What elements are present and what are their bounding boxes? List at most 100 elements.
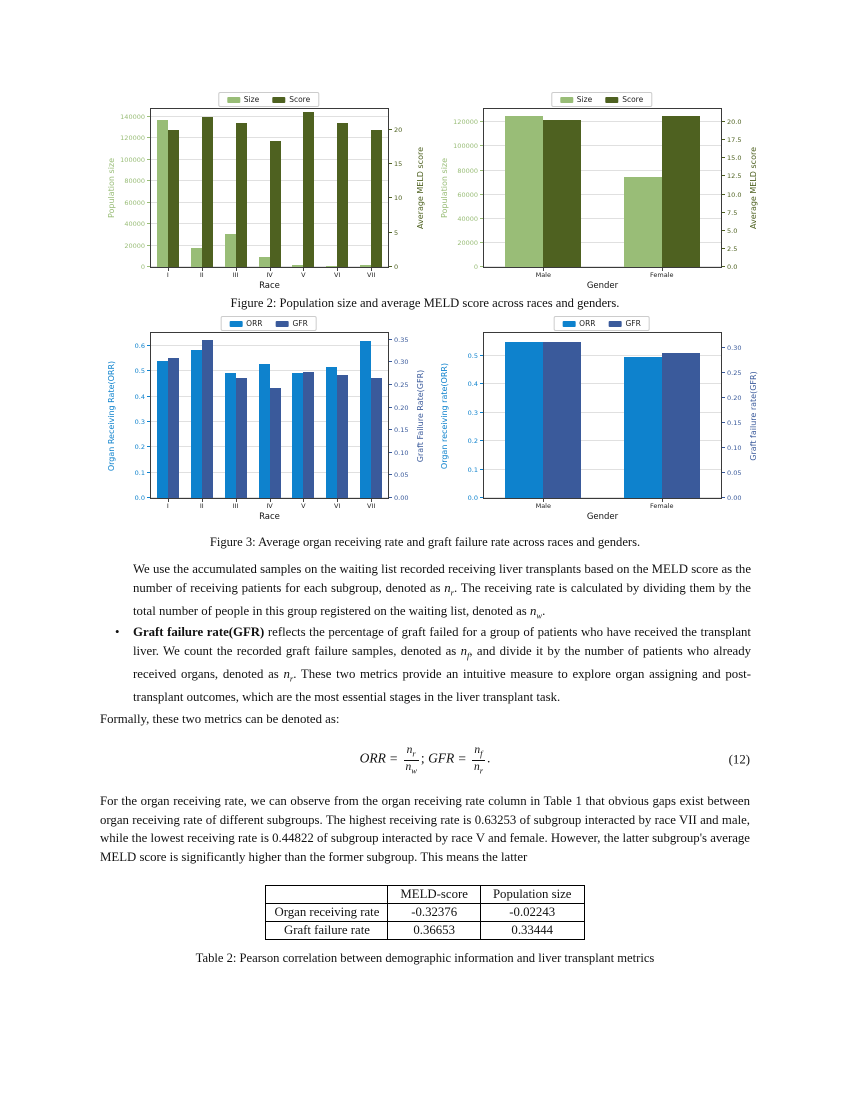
y-tick-mark <box>147 420 150 422</box>
bar-orr-v <box>292 372 304 498</box>
bar-orr-iii <box>224 372 236 498</box>
x-tick-label: III <box>232 271 239 279</box>
eq-sub-f: f <box>480 748 483 759</box>
legend-label: Size <box>243 95 260 104</box>
y-tick-label-left: 0.4 <box>467 380 478 389</box>
legend-item-score: Score <box>605 95 643 104</box>
legend-swatch-orr <box>229 320 243 327</box>
bullet-marker: • <box>115 625 120 639</box>
gridline <box>484 468 721 470</box>
x-tick-mark <box>661 499 663 502</box>
chart-legend: ORR GFR <box>553 316 650 331</box>
y-tick-label-right: 17.5 <box>727 136 742 145</box>
legend-swatch-orr <box>562 320 576 327</box>
eq-sub-w: w <box>411 764 417 775</box>
y-tick-label-right: 0.30 <box>394 358 409 367</box>
paragraph-formally: Formally, these two metrics can be denot… <box>100 712 340 726</box>
bar-orr-vi <box>326 367 338 498</box>
x-tick-mark <box>235 499 237 502</box>
y-tick-mark <box>480 217 483 219</box>
y-tick-mark <box>147 471 150 473</box>
x-tick-mark <box>269 268 271 271</box>
x-tick-label: II <box>199 271 204 279</box>
gridline <box>484 121 721 123</box>
x-tick-label: Female <box>650 502 674 510</box>
y-tick-label-left: 0 <box>140 263 145 271</box>
y-tick-mark <box>147 395 150 397</box>
y-tick-label-left: 80000 <box>457 166 478 175</box>
legend-label: Score <box>622 95 644 104</box>
table-2-caption: Table 2: Pearson correlation between dem… <box>195 951 655 965</box>
y-tick-label-right: 0.25 <box>727 369 742 377</box>
bar-score-vii <box>371 129 383 267</box>
x-tick-label: V <box>301 502 306 510</box>
y-tick-mark <box>480 241 483 243</box>
eq-fraction-gfr: nf nr <box>471 744 485 776</box>
figure-2: I II III IV V VI VII 0 20000 40000 60000 80000 10000… <box>102 92 762 292</box>
y-tick-label-right: 20 <box>394 125 403 134</box>
eq-equals-1: = <box>389 751 398 767</box>
bullet-graft-failure-rate-text: Graft failure rate(GFR) reflects the per… <box>133 625 752 704</box>
bar-score-vi <box>337 122 349 267</box>
x-axis-label: Gender <box>586 281 619 291</box>
y-tick-mark <box>480 411 483 413</box>
y-axis-label-right: Average MELD score <box>416 146 425 230</box>
y-tick-mark <box>389 163 392 164</box>
y-tick-label-right: 5 <box>394 228 399 237</box>
y-tick-label-right: 0.30 <box>727 344 742 352</box>
paragraph-receiving-rate: We use the accumulated samples on the wa… <box>133 562 751 621</box>
eq-gfr-denominator: nr <box>472 761 485 776</box>
bar-score-ii <box>201 116 213 267</box>
x-tick-label: Male <box>535 502 551 510</box>
bar-orr-iv <box>258 363 270 498</box>
y-tick-label-left: 40000 <box>457 214 478 223</box>
y-tick-label-right: 12.5 <box>727 172 742 181</box>
x-tick-label: V <box>301 271 306 279</box>
y-tick-mark <box>722 447 725 448</box>
x-tick-mark <box>303 268 305 271</box>
y-tick-label-right: 0.00 <box>394 494 409 502</box>
bar-gfr-iv <box>269 388 281 498</box>
eq-var-n: n <box>405 760 412 773</box>
legend-item-orr: ORR <box>229 319 262 328</box>
y-tick-mark <box>722 139 725 141</box>
legend-label: GFR <box>292 319 308 328</box>
y-tick-label-right: 0.20 <box>727 394 742 402</box>
y-tick-mark <box>389 474 392 476</box>
y-tick-label-left: 60000 <box>124 198 145 207</box>
y-tick-label-left: 0.1 <box>467 465 478 474</box>
table-header-empty <box>265 885 389 904</box>
y-tick-label-right: 0.00 <box>727 494 742 502</box>
y-tick-label-left: 0.4 <box>134 392 145 401</box>
y-tick-label-left: 0.5 <box>467 351 478 360</box>
bar-size-female <box>623 176 662 267</box>
y-tick-mark <box>389 384 392 385</box>
y-tick-mark <box>389 406 392 408</box>
y-tick-mark <box>147 244 150 246</box>
y-tick-label-right: 0.05 <box>727 469 742 477</box>
x-tick-mark <box>337 268 339 271</box>
gridline <box>484 440 721 442</box>
bar-gfr-i <box>167 357 179 498</box>
legend-swatch-size <box>559 96 573 103</box>
table-row: Graft failure rate 0.36653 0.33444 <box>265 921 585 940</box>
gridline <box>484 266 721 267</box>
gridline <box>151 344 388 346</box>
eq-sub-r: r <box>479 764 483 775</box>
chart-orr-gfr-by-gender: Male Female 0.0 0.1 0.2 0.3 0.4 0.5 0.00 0.05 0.10… <box>435 316 762 523</box>
y-tick-label-left: 20000 <box>457 238 478 247</box>
bar-gfr-iii <box>235 377 247 498</box>
y-tick-mark <box>147 446 150 448</box>
correlation-table: MELD-score Population size Organ receivi… <box>265 885 585 940</box>
gridline <box>484 383 721 385</box>
x-tick-mark <box>167 268 169 271</box>
table-header-population-size: Population size <box>479 885 585 904</box>
legend-item-orr: ORR <box>562 319 595 328</box>
x-tick-mark <box>235 268 237 271</box>
gridline <box>484 169 721 171</box>
y-tick-mark <box>722 175 725 177</box>
y-tick-mark <box>147 137 150 138</box>
y-tick-label-left: 0 <box>473 263 478 271</box>
y-tick-label-right: 0.15 <box>394 426 409 435</box>
